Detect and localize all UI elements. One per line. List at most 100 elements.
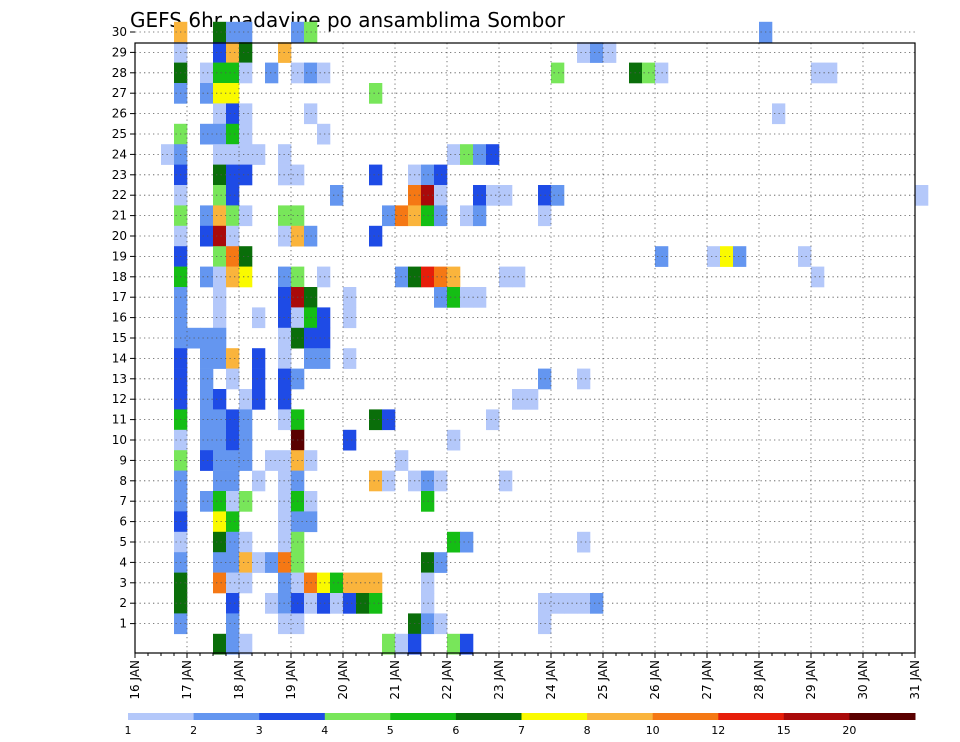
- precip-cell: [473, 287, 487, 308]
- y-tick-label: 17: [112, 290, 127, 304]
- precip-cell: [213, 552, 227, 573]
- precip-cell: [486, 409, 500, 431]
- precip-cell: [265, 62, 279, 84]
- y-tick-label: 23: [112, 168, 127, 182]
- y-axis: 1234567891011121314151617181920212223242…: [112, 25, 135, 631]
- precip-cell: [200, 62, 214, 84]
- precip-cell: [213, 83, 227, 104]
- precip-cell: [343, 429, 357, 451]
- precip-cell: [239, 633, 253, 655]
- precip-cell: [382, 205, 396, 227]
- precip-cell: [213, 348, 227, 369]
- colorbar-label: 3: [256, 724, 263, 737]
- precip-cell: [395, 633, 409, 655]
- precip-cell: [317, 62, 331, 84]
- precip-cell: [239, 531, 253, 553]
- precip-cell: [590, 593, 604, 614]
- precip-cell: [226, 205, 240, 227]
- y-tick-label: 4: [119, 555, 127, 569]
- colorbar-label: 20: [842, 724, 856, 737]
- precip-cell: [434, 185, 448, 206]
- colorbar-swatch: [652, 713, 719, 720]
- y-tick-label: 7: [119, 494, 127, 508]
- colorbar-swatch: [455, 713, 522, 720]
- precip-cell: [330, 593, 344, 614]
- precip-cell: [239, 572, 253, 594]
- colorbar-swatch: [324, 713, 391, 720]
- y-tick-label: 25: [112, 127, 127, 141]
- precip-cell: [330, 185, 344, 206]
- precip-cell: [200, 123, 214, 145]
- precip-cell: [486, 144, 500, 165]
- precip-cell: [434, 266, 448, 288]
- colorbar-swatch: [783, 713, 850, 720]
- y-tick-label: 1: [119, 617, 127, 631]
- precip-cell: [226, 470, 240, 492]
- y-tick-label: 30: [112, 25, 127, 39]
- precip-cell: [252, 348, 266, 369]
- precip-cell: [499, 266, 513, 288]
- precip-cell: [226, 429, 240, 451]
- precip-cell: [226, 83, 240, 104]
- y-tick-label: 10: [112, 433, 127, 447]
- precip-cell: [226, 144, 240, 165]
- precip-cell: [213, 572, 227, 594]
- precip-cell: [447, 266, 461, 288]
- precip-cell: [200, 409, 214, 431]
- precip-cell: [239, 205, 253, 227]
- precip-cell: [239, 42, 253, 63]
- precip-cell: [213, 511, 227, 533]
- precip-cell: [213, 246, 227, 267]
- precip-cell: [460, 633, 474, 655]
- precip-cell: [434, 205, 448, 227]
- precip-cell: [213, 144, 227, 165]
- precip-cell: [447, 429, 461, 451]
- precip-cell: [369, 409, 383, 431]
- precip-cell: [226, 593, 240, 614]
- precip-cell: [213, 470, 227, 492]
- precip-cell: [343, 287, 357, 308]
- x-tick-label: 22 JAN: [440, 660, 454, 700]
- colorbar-label: 2: [190, 724, 197, 737]
- y-tick-label: 29: [112, 45, 127, 59]
- precip-cell: [239, 246, 253, 267]
- precip-cell: [447, 144, 461, 165]
- precip-cell: [200, 368, 214, 390]
- precip-cell: [356, 572, 370, 594]
- precip-cell: [213, 205, 227, 227]
- precip-cell: [200, 491, 214, 512]
- colorbar: 1 2 3 4 5 6 7 8 10 12 15 20: [125, 713, 916, 737]
- precip-cell: [213, 409, 227, 431]
- precip-cell: [226, 62, 240, 84]
- precip-cell: [382, 470, 396, 492]
- colorbar-label: 12: [711, 724, 725, 737]
- precip-cell: [226, 185, 240, 206]
- x-tick-label: 17 JAN: [180, 660, 194, 700]
- precip-cell: [226, 531, 240, 553]
- precip-cell: [369, 470, 383, 492]
- colorbar-label: 15: [777, 724, 791, 737]
- precip-cell: [213, 62, 227, 84]
- precip-cell: [473, 144, 487, 165]
- colorbar-label: 6: [452, 724, 459, 737]
- y-tick-label: 16: [112, 311, 127, 325]
- precip-cell: [473, 185, 487, 206]
- precip-cell: [551, 185, 565, 206]
- precip-cell: [213, 450, 227, 471]
- y-tick-label: 28: [112, 66, 127, 80]
- precip-cell: [317, 572, 331, 594]
- y-tick-label: 12: [112, 392, 127, 406]
- precip-cell: [239, 21, 253, 43]
- precip-cell: [213, 389, 227, 410]
- x-tick-label: 30 JAN: [856, 660, 870, 700]
- precip-cell: [239, 164, 253, 186]
- precip-cell: [226, 246, 240, 267]
- y-tick-label: 15: [112, 331, 127, 345]
- precip-cell: [317, 307, 331, 329]
- precip-cell: [343, 348, 357, 369]
- precip-cell: [603, 42, 617, 63]
- precip-cell: [226, 225, 240, 247]
- y-tick-label: 6: [119, 515, 127, 529]
- precip-cell: [811, 62, 825, 84]
- y-tick-label: 2: [119, 596, 127, 610]
